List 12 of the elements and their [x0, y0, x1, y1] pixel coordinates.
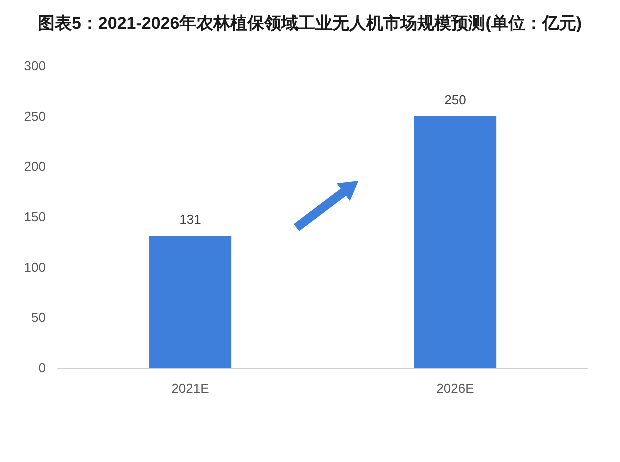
y-tick-label: 50 — [32, 310, 46, 326]
x-tick-label: 2021E — [172, 381, 210, 396]
data-label: 131 — [180, 212, 202, 228]
y-tick-label: 200 — [24, 159, 46, 174]
chart-title: 图表5：2021-2026年农林植保领域工业无人机市场规模预测(单位：亿元) — [38, 14, 582, 33]
y-tick-label: 100 — [24, 260, 46, 275]
y-tick-label: 0 — [38, 360, 46, 376]
data-label: 250 — [444, 92, 466, 108]
x-tick-label: 2026E — [436, 381, 475, 396]
y-tick-label: 150 — [24, 210, 46, 224]
y-tick-label: 250 — [24, 108, 46, 124]
y-tick-label: 300 — [24, 58, 46, 74]
